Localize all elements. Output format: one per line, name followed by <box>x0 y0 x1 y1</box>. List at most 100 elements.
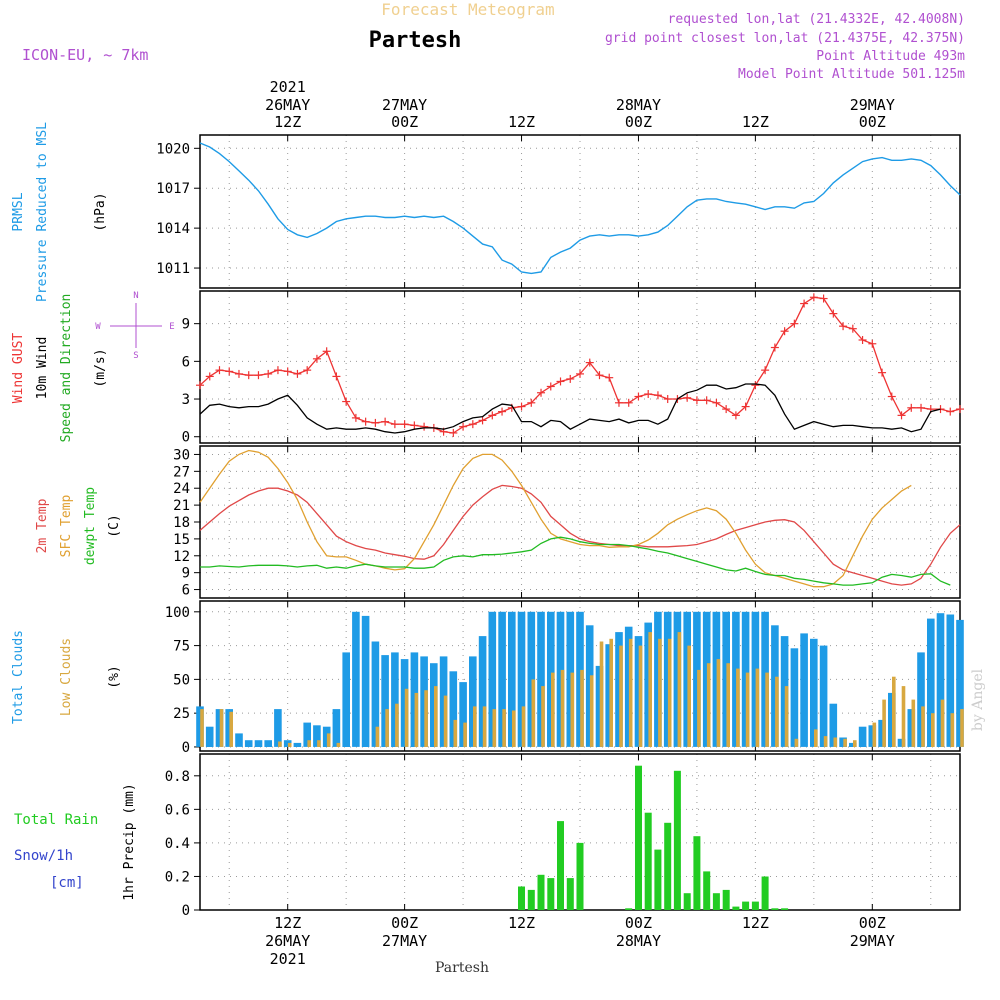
bar-total-clouds <box>332 709 341 747</box>
pressure-panel-labels: PRMSL Pressure Reduced to MSL (hPa) <box>11 122 108 302</box>
bar-low-clouds <box>892 676 896 747</box>
bar-total-clouds <box>459 682 467 747</box>
bar-low-clouds <box>638 645 643 747</box>
bar-low-clouds <box>628 638 633 747</box>
bar-total-clouds <box>732 611 740 747</box>
bar-total-rain <box>693 836 701 910</box>
bar-total-clouds <box>547 611 555 747</box>
gust-point <box>488 411 497 420</box>
y-tick-label: 1017 <box>156 181 190 197</box>
bar-low-clouds <box>648 632 652 747</box>
bar-low-clouds <box>570 672 575 747</box>
clouds-label-1: Total Clouds <box>11 630 26 724</box>
gust-point <box>400 420 409 429</box>
bar-total-clouds <box>400 659 409 747</box>
bar-low-clouds <box>687 645 691 747</box>
bar-total-clouds <box>654 611 662 747</box>
gust-point <box>234 369 243 378</box>
bar-total-clouds <box>449 671 458 747</box>
y-tick-label: 1020 <box>156 141 190 157</box>
bar-total-clouds <box>391 652 399 747</box>
gust-point <box>692 396 701 405</box>
bar-low-clouds <box>667 638 672 747</box>
bar-total-clouds <box>244 740 253 747</box>
y-tick-label: 50 <box>173 672 190 688</box>
bar-total-clouds <box>693 611 701 747</box>
bar-low-clouds <box>921 706 925 747</box>
bar-low-clouds <box>375 726 380 747</box>
gust-point <box>634 392 643 401</box>
gust-point <box>205 372 214 381</box>
bar-total-clouds <box>352 611 360 747</box>
panel-clouds: 0 25 50 75 100 <box>165 600 964 756</box>
bar-total-clouds <box>849 742 857 747</box>
gust-point <box>225 367 234 376</box>
precip-label-snow: Snow/1h <box>14 848 73 864</box>
model-altitude: Model Point Altitude 501.125m <box>738 67 965 82</box>
pressure-label-1: PRMSL <box>11 192 26 231</box>
bar-low-clouds <box>541 686 545 747</box>
compass-s: S <box>133 351 138 361</box>
bar-total-clouds <box>585 625 594 747</box>
compass-rose: N S W E <box>95 291 174 361</box>
bar-low-clouds <box>599 641 604 747</box>
bar-low-clouds <box>219 709 224 747</box>
bar-low-clouds <box>901 686 906 747</box>
bar-total-rain <box>625 908 633 910</box>
gust-point <box>196 381 204 390</box>
bar-total-clouds <box>322 726 331 747</box>
bar-low-clouds <box>706 663 711 747</box>
bar-low-clouds <box>326 733 331 747</box>
gust-point <box>361 417 370 426</box>
y-tick-label: 0.2 <box>165 869 190 885</box>
gust-point <box>322 347 331 356</box>
compass-w: W <box>95 322 101 332</box>
bar-total-clouds <box>634 636 643 747</box>
bar-low-clouds <box>814 729 818 747</box>
gust-point <box>381 417 390 426</box>
gust-point <box>527 398 536 407</box>
bottom-year-label: 2021 <box>270 950 306 968</box>
bar-low-clouds <box>424 690 428 747</box>
gust-point <box>878 368 887 377</box>
y-tick-label: 6 <box>182 583 190 599</box>
top-date-label: 26MAY <box>265 96 310 114</box>
y-tick-label: 0.6 <box>165 802 190 818</box>
bar-low-clouds <box>940 699 945 747</box>
bar-total-rain <box>771 908 779 910</box>
gust-point <box>956 405 964 414</box>
bar-total-clouds <box>878 719 886 747</box>
gust-point <box>390 420 399 429</box>
y-tick-label: 0 <box>182 903 190 919</box>
bar-total-rain <box>722 889 730 910</box>
clouds-label-2: Low Clouds <box>59 638 74 716</box>
bar-low-clouds <box>580 669 584 747</box>
bar-total-rain <box>712 893 720 910</box>
bar-low-clouds <box>853 740 857 747</box>
precip-label-rain: Total Rain <box>14 812 98 828</box>
bar-total-clouds <box>888 692 896 747</box>
gust-point <box>264 369 273 378</box>
bar-total-rain <box>664 822 672 910</box>
bar-low-clouds <box>278 741 282 747</box>
bar-low-clouds <box>512 710 516 747</box>
precip-label-snow-unit: [cm] <box>50 875 84 891</box>
bar-total-clouds <box>371 641 380 747</box>
bar-total-clouds <box>927 618 935 747</box>
precip-panel-labels: Total Rain Snow/1h [cm] 1hr Precip (mm) <box>14 783 137 900</box>
gust-point <box>839 322 848 331</box>
bar-low-clouds <box>931 713 935 747</box>
y-tick-label: 9 <box>182 566 190 582</box>
watermark: by Angel <box>970 668 986 731</box>
bottom-time-label: 12Z <box>742 914 769 932</box>
bar-low-clouds <box>775 676 779 747</box>
bar-total-clouds <box>829 703 838 747</box>
bottom-time-label: 00Z <box>859 914 886 932</box>
bar-total-rain <box>654 849 662 910</box>
compass-n: N <box>133 291 138 301</box>
panel-precip: 0 0.2 0.4 0.6 0.8 <box>165 753 961 919</box>
series-line-2m-temp <box>199 484 961 586</box>
gust-point <box>761 366 770 375</box>
bar-low-clouds <box>317 740 321 747</box>
